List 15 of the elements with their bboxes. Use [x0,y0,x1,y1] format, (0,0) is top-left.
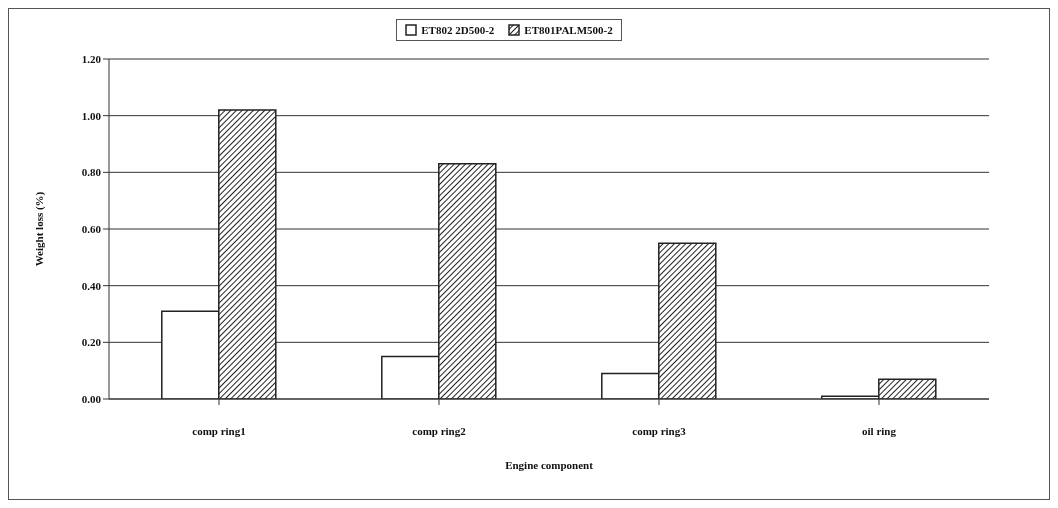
y-tick-label: 1.00 [81,109,102,122]
x-tick-label: comp ring2 [412,424,467,437]
x-tick-label: comp ring3 [632,424,687,437]
x-tick-label: comp ring1 [192,424,246,437]
y-tick-label: 0.40 [81,279,102,292]
y-tick-label: 0.20 [81,336,102,349]
y-tick-label: 0.60 [81,222,102,235]
legend-label: ET802 2D500-2 [421,24,495,36]
x-tick-label: oil ring [862,424,897,437]
legend-label: ET801PALM500-2 [524,24,613,36]
x-axis-title: Engine component [505,459,594,471]
y-tick-label: 0.00 [81,392,102,405]
y-tick-label: 0.80 [81,166,102,179]
y-tick-label: 1.20 [81,52,102,65]
y-axis-title: Weight loss (%) [32,191,46,267]
